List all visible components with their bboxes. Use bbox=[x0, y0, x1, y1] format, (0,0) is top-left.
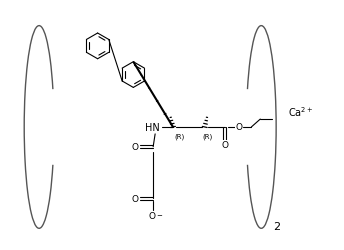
Text: −: − bbox=[156, 212, 162, 218]
Text: Ca$^{2+}$: Ca$^{2+}$ bbox=[288, 105, 314, 118]
Text: O: O bbox=[149, 212, 156, 220]
Text: O: O bbox=[132, 143, 139, 152]
Text: O: O bbox=[132, 194, 139, 203]
Text: HN: HN bbox=[145, 122, 160, 132]
Text: O: O bbox=[236, 123, 243, 132]
Text: (R): (R) bbox=[175, 133, 185, 140]
Text: (R): (R) bbox=[203, 133, 213, 140]
Text: O: O bbox=[221, 141, 228, 150]
Text: 2: 2 bbox=[273, 221, 281, 231]
